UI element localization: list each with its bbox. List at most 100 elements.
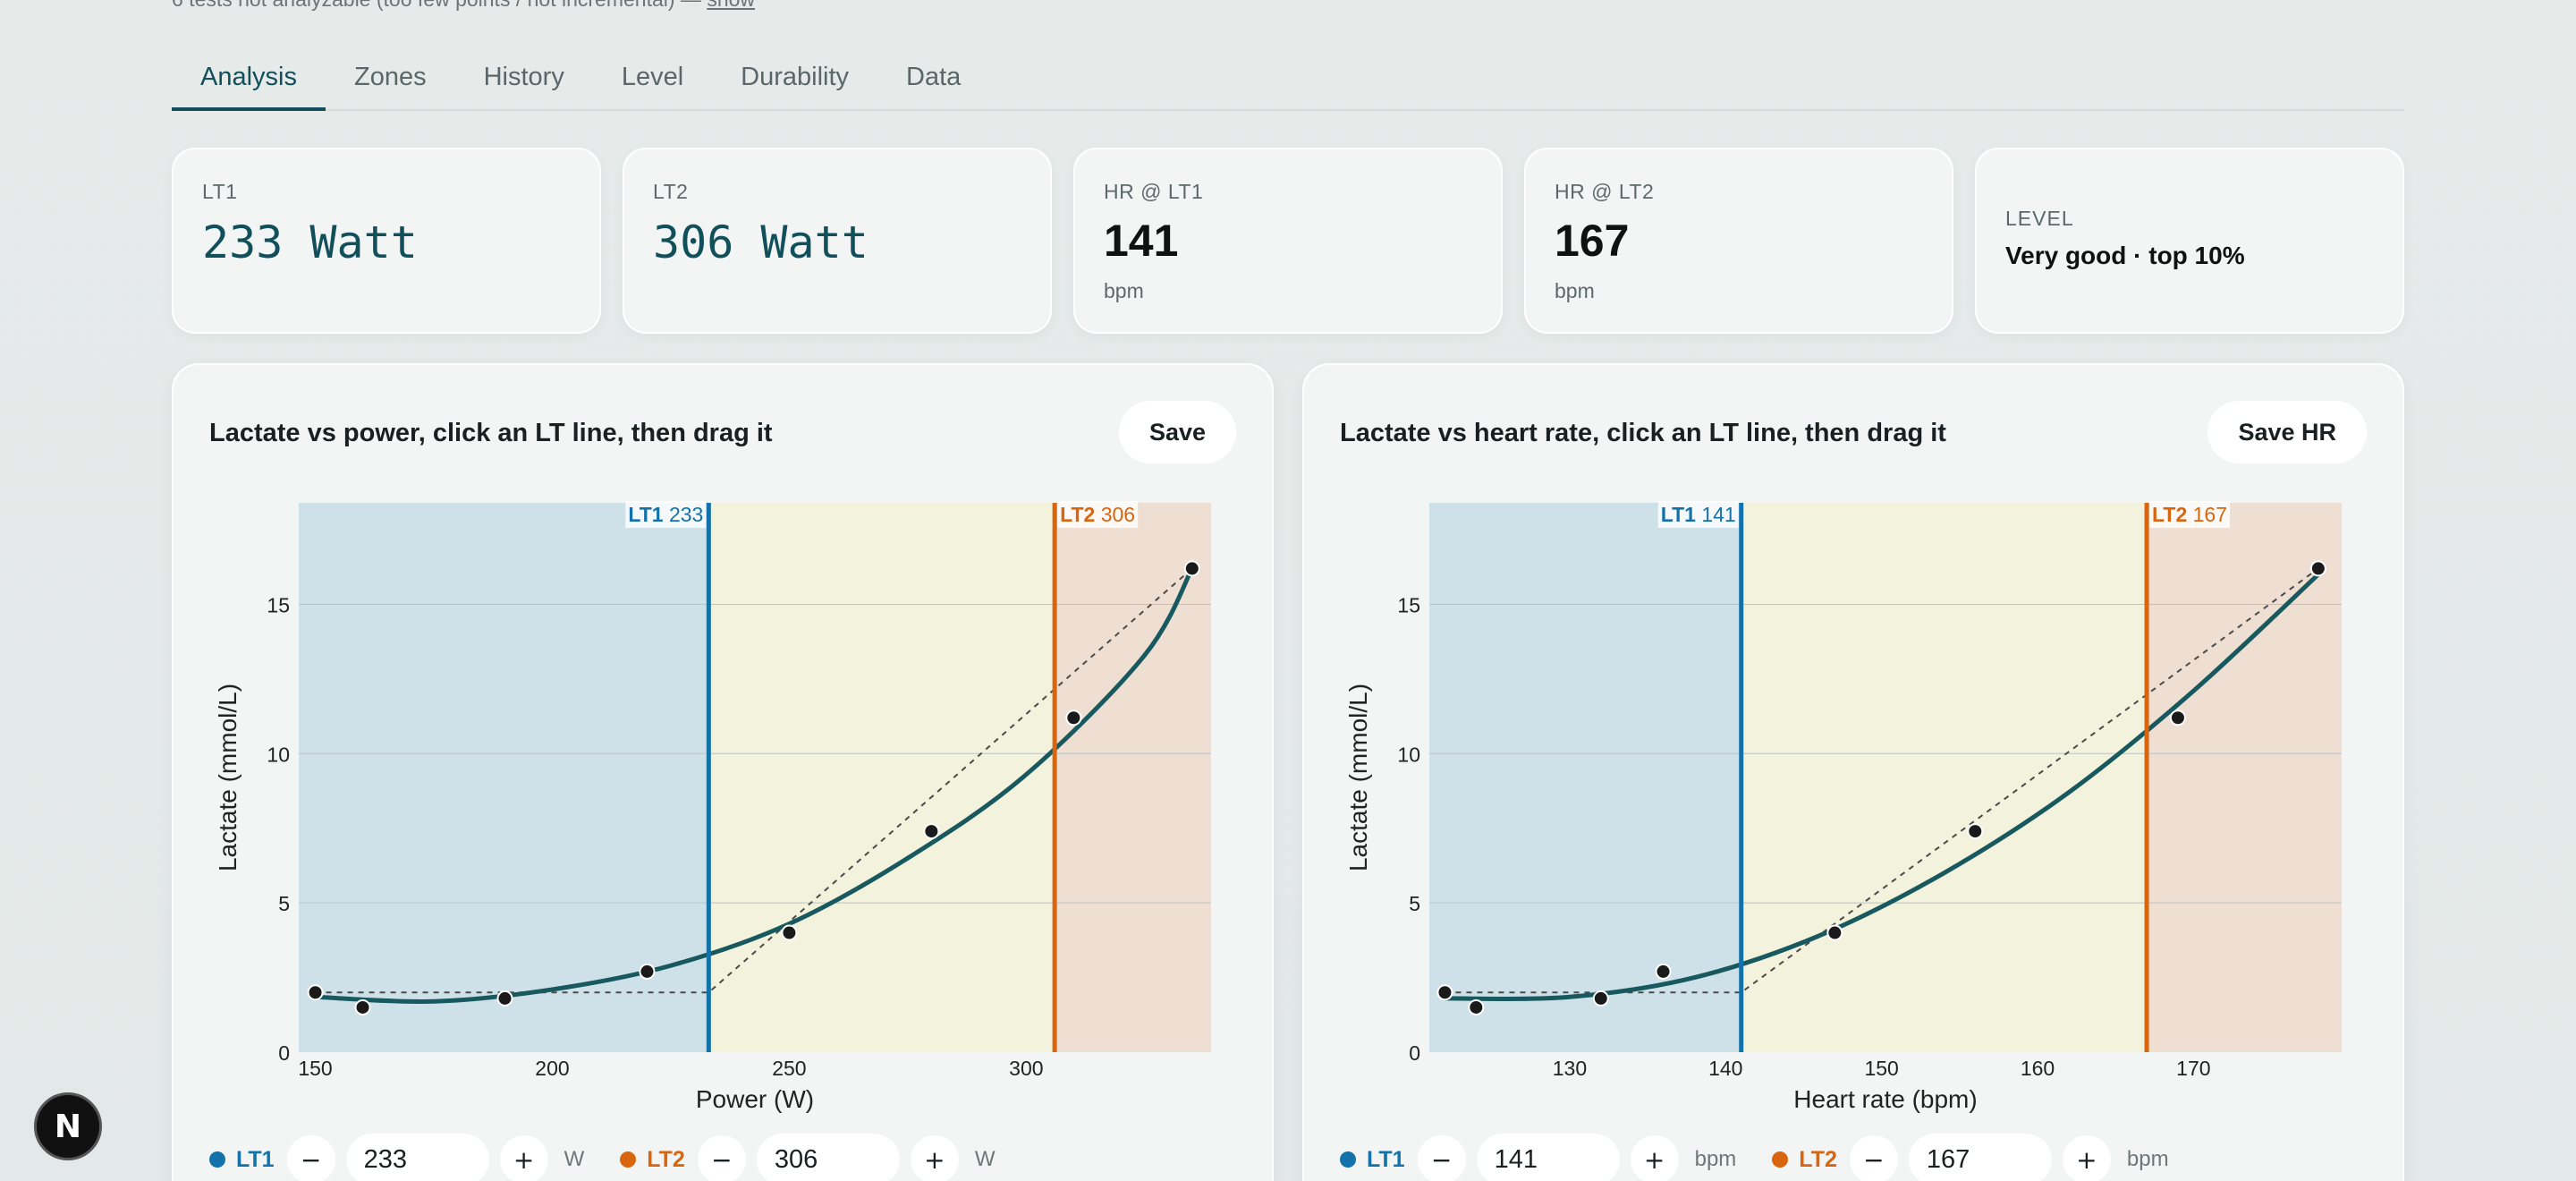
power-data-point: [781, 924, 798, 941]
lt1-hr-input[interactable]: [1476, 1134, 1620, 1181]
hr-lt2-card-value: 167: [1555, 216, 1630, 266]
hr-lt1-increment-button[interactable]: +: [1630, 1135, 1679, 1181]
power-zone-2: [708, 503, 1055, 1052]
power-data-point: [1065, 709, 1082, 726]
power-y-tick-label: 5: [278, 892, 290, 915]
hr-zone-1: [1429, 503, 1741, 1052]
power-lt1-tag-bg: [625, 501, 707, 528]
hr-data-point: [1436, 984, 1453, 1001]
power-y-tick-label: 10: [267, 743, 290, 766]
hr-lt1-card-unit: bpm: [1104, 279, 1144, 302]
lt1-decrement-button[interactable]: −: [286, 1135, 335, 1181]
power-zone-1: [299, 503, 709, 1052]
tab-history[interactable]: History: [483, 63, 564, 91]
save-button[interactable]: Save: [1118, 401, 1236, 463]
power-data-point: [923, 823, 940, 840]
hr-data-point: [1468, 998, 1485, 1015]
power-lt2-tag-value: 306: [1095, 503, 1135, 526]
power-lt1-tag-name: LT1: [628, 503, 663, 526]
lt2-hr-input[interactable]: [1908, 1134, 2052, 1181]
untested-note: 6 tests not analyzable (too few points /…: [172, 0, 755, 12]
hr-lt-controls: LT1 − + bpm LT2 − + bpm: [1340, 1133, 2205, 1181]
power-lt2-tag-bg: [1057, 501, 1139, 528]
lt2-increment-button[interactable]: +: [910, 1135, 959, 1181]
lt1-card-value: 233 Watt: [202, 217, 418, 268]
tab-data[interactable]: Data: [906, 63, 962, 91]
lt2-hr-unit-label: bpm: [2126, 1147, 2169, 1171]
lt2-dot-icon: [620, 1151, 637, 1168]
power-x-tick-label: 200: [535, 1057, 569, 1080]
save-hr-button[interactable]: Save HR: [2207, 401, 2367, 463]
lt1-unit-label: W: [564, 1147, 585, 1171]
hr-data-point: [1655, 963, 1672, 980]
hr-lt1-card: HR @ LT1 141 bpm: [1073, 148, 1503, 334]
tab-level[interactable]: Level: [621, 63, 684, 91]
show-link[interactable]: show: [707, 0, 755, 11]
hr-data-point: [2309, 560, 2326, 577]
hr-zone-3: [2147, 503, 2342, 1052]
app-badge-icon[interactable]: N: [34, 1092, 102, 1160]
hr-y-axis-label: Lactate (mmol/L): [1344, 684, 1372, 871]
lt2-card: LT2 306 Watt: [623, 148, 1052, 334]
hr-lt2-decrement-button[interactable]: −: [1849, 1135, 1898, 1181]
hr-x-tick-label: 130: [1553, 1057, 1587, 1080]
hr-lt2-card-unit: bpm: [1555, 279, 1595, 302]
hr-lt1-tag-bg: [1657, 501, 1739, 528]
hr-data-point: [1592, 990, 1609, 1007]
power-lt2-control: LT2 − + W: [620, 1134, 996, 1181]
hr-x-tick-label: 160: [2021, 1057, 2055, 1080]
lt2-unit-label: W: [974, 1147, 996, 1171]
tab-durability[interactable]: Durability: [741, 63, 850, 91]
power-data-point: [354, 998, 371, 1015]
power-y-axis-label: Lactate (mmol/L): [214, 684, 242, 871]
tab-analysis[interactable]: Analysis: [172, 57, 326, 111]
power-chart-panel: Lactate vs power, click an LT line, then…: [172, 363, 1274, 1181]
hr-data-point: [1967, 823, 1984, 840]
tab-zones[interactable]: Zones: [354, 63, 427, 91]
untested-note-text: 6 tests not analyzable (too few points /…: [172, 0, 701, 11]
hr-y-tick-label: 5: [1409, 892, 1420, 915]
power-x-tick-label: 300: [1009, 1057, 1043, 1080]
power-segmented-fit-line: [315, 567, 1193, 994]
hr-lt2-increment-button[interactable]: +: [2062, 1135, 2111, 1181]
power-data-point: [1183, 560, 1200, 577]
hr-lt2-card: HR @ LT2 167 bpm: [1524, 148, 1953, 334]
power-lactate-chart[interactable]: 0 5 10 15 150 200 250 300 Power (W) Lactate (mmol…: [174, 365, 1275, 1134]
lt1-increment-button[interactable]: +: [499, 1135, 548, 1181]
lt2-card-label: LT2: [653, 180, 689, 203]
power-zone-3: [1055, 503, 1211, 1052]
hr-lt1-card-label: HR @ LT1: [1104, 180, 1204, 203]
power-data-point: [639, 963, 656, 980]
hr-lt1-tag-value: 141: [1696, 503, 1736, 526]
lt1-card-label: LT1: [202, 180, 238, 203]
power-data-point: [307, 984, 324, 1001]
hr-lactate-chart[interactable]: 0 5 10 15 130 140 150 160 170 Heart rate (bpm) Lac…: [1304, 365, 2406, 1134]
hr-lt1-control: LT1 − + bpm: [1340, 1134, 1736, 1181]
lt2-control-label: LT2: [647, 1146, 685, 1172]
power-chart-title: Lactate vs power, click an LT line, then…: [209, 419, 773, 447]
lt1-hr-unit-label: bpm: [1694, 1147, 1737, 1171]
lt1-dot-icon: [1340, 1151, 1356, 1168]
lt1-dot-icon: [209, 1151, 225, 1168]
lt1-control-label: LT1: [236, 1146, 275, 1172]
hr-x-axis-label: Heart rate (bpm): [1793, 1085, 1977, 1113]
hr-data-point: [2169, 709, 2186, 726]
hr-lt1-tag-name: LT1: [1661, 503, 1696, 526]
power-x-tick-label: 150: [298, 1057, 332, 1080]
hr-x-tick-label: 140: [1708, 1057, 1742, 1080]
lt2-decrement-button[interactable]: −: [697, 1135, 746, 1181]
power-y-tick-label: 15: [267, 593, 290, 616]
lt2-control-label: LT2: [1799, 1146, 1837, 1172]
hr-lt1-decrement-button[interactable]: −: [1417, 1135, 1466, 1181]
lt1-power-input[interactable]: [345, 1134, 489, 1181]
power-x-axis-label: Power (W): [696, 1085, 814, 1113]
lt2-power-input[interactable]: [756, 1134, 900, 1181]
power-x-tick-label: 250: [772, 1057, 806, 1080]
power-lt1-tag-value: 233: [664, 503, 704, 526]
power-data-point: [496, 990, 513, 1007]
power-lt2-tag-text: LT2 306: [1060, 503, 1135, 526]
hr-data-point: [1826, 924, 1843, 941]
hr-y-tick-label: 15: [1397, 593, 1420, 616]
hr-lt2-tag: LT2 167: [2149, 501, 2231, 528]
hr-lt2-control: LT2 − + bpm: [1772, 1134, 2169, 1181]
